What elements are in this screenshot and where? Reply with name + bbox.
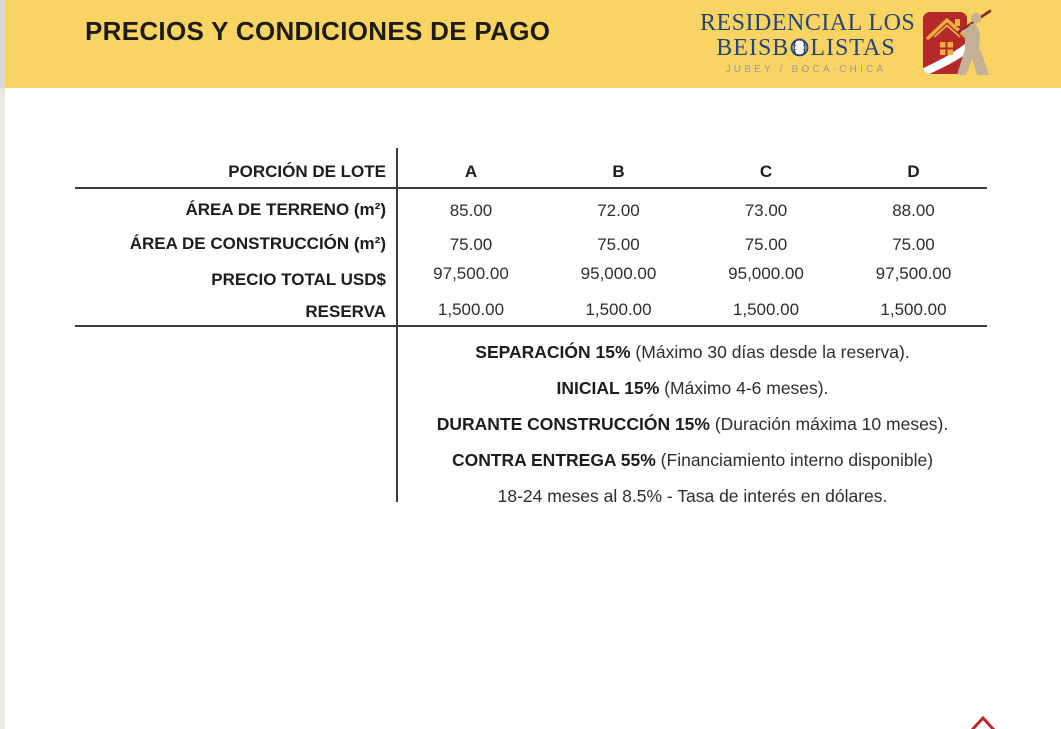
cell-value: 95,000.00	[580, 264, 657, 283]
table-footer-rule	[75, 325, 987, 327]
brand-line2-pre: BEISB	[716, 34, 790, 61]
condition-bold: SEPARACIÓN 15%	[475, 342, 631, 362]
brand-wordmark: RESIDENCIAL LOS BEISB LISTAS JUBEY / BOC…	[700, 9, 916, 76]
cell-value: 1,500.00	[437, 300, 505, 319]
column-header-c: C	[759, 162, 773, 181]
row-label: RESERVA	[305, 302, 386, 321]
cell-value: 1,500.00	[732, 300, 800, 319]
house-batter-icon	[923, 9, 992, 75]
cell-value: 75.00	[449, 235, 493, 254]
payment-conditions: SEPARACIÓN 15% (Máximo 30 días desde la …	[397, 334, 988, 514]
row-label: PRECIO TOTAL USD$	[211, 270, 386, 289]
column-header-d: D	[907, 162, 920, 181]
condition-rest: (Máximo 30 días desde la reserva).	[630, 342, 910, 362]
condition-durante-construccion: DURANTE CONSTRUCCIÓN 15% (Duración máxim…	[397, 406, 988, 442]
cell-value: 75.00	[744, 235, 788, 254]
condition-financiamiento: 18-24 meses al 8.5% - Tasa de interés en…	[397, 478, 988, 514]
cell-value: 97,500.00	[433, 264, 509, 283]
cell-value: 75.00	[892, 235, 935, 254]
condition-rest: (Financiamiento interno disponible)	[655, 450, 934, 470]
brand-line1: RESIDENCIAL LOS	[700, 9, 916, 36]
table-header-label: PORCIÓN DE LOTE	[228, 162, 386, 181]
page-title: PRECIOS Y CONDICIONES DE PAGO	[85, 16, 551, 46]
cell-value: 85.00	[449, 201, 493, 220]
condition-rest: (Máximo 4-6 meses).	[659, 378, 829, 398]
column-header-b: B	[612, 162, 625, 181]
condition-bold: CONTRA ENTREGA 55%	[451, 450, 656, 470]
column-header-a: A	[464, 162, 478, 181]
condition-bold: INICIAL 15%	[556, 378, 660, 398]
condition-rest: (Duración máxima 10 meses).	[709, 414, 949, 434]
page-edge-strip	[0, 0, 5, 729]
row-label: ÁREA DE CONSTRUCCIÓN (m²)	[129, 234, 386, 253]
cell-value: 75.00	[597, 235, 640, 254]
cell-value: 95,000.00	[728, 264, 804, 283]
baseball-icon	[790, 38, 809, 57]
header-band	[5, 0, 1061, 88]
condition-rest: 18-24 meses al 8.5% - Tasa de interés en…	[497, 486, 888, 506]
brand-line2-post: LISTAS	[810, 34, 896, 61]
condition-inicial: INICIAL 15% (Máximo 4-6 meses).	[397, 370, 988, 406]
table-header-rule	[75, 187, 987, 189]
roof-peak-icon	[970, 716, 996, 729]
brand-subtitle: JUBEY / BOCA-CHICA	[725, 63, 887, 75]
condition-contra-entrega: CONTRA ENTREGA 55% (Financiamiento inter…	[397, 442, 988, 478]
cell-value: 72.00	[597, 201, 640, 220]
cell-value: 97,500.00	[875, 264, 952, 283]
row-label: ÁREA DE TERRENO (m²)	[185, 200, 386, 219]
cell-value: 1,500.00	[880, 300, 947, 319]
condition-bold: DURANTE CONSTRUCCIÓN 15%	[436, 414, 710, 434]
brand-line2: BEISB LISTAS	[700, 36, 912, 60]
condition-separacion: SEPARACIÓN 15% (Máximo 30 días desde la …	[397, 334, 988, 370]
cell-value: 1,500.00	[585, 300, 652, 319]
brand-logo: RESIDENCIAL LOS BEISB LISTAS JUBEY / BOC…	[700, 7, 993, 79]
cell-value: 88.00	[892, 201, 935, 220]
cell-value: 73.00	[744, 201, 788, 220]
